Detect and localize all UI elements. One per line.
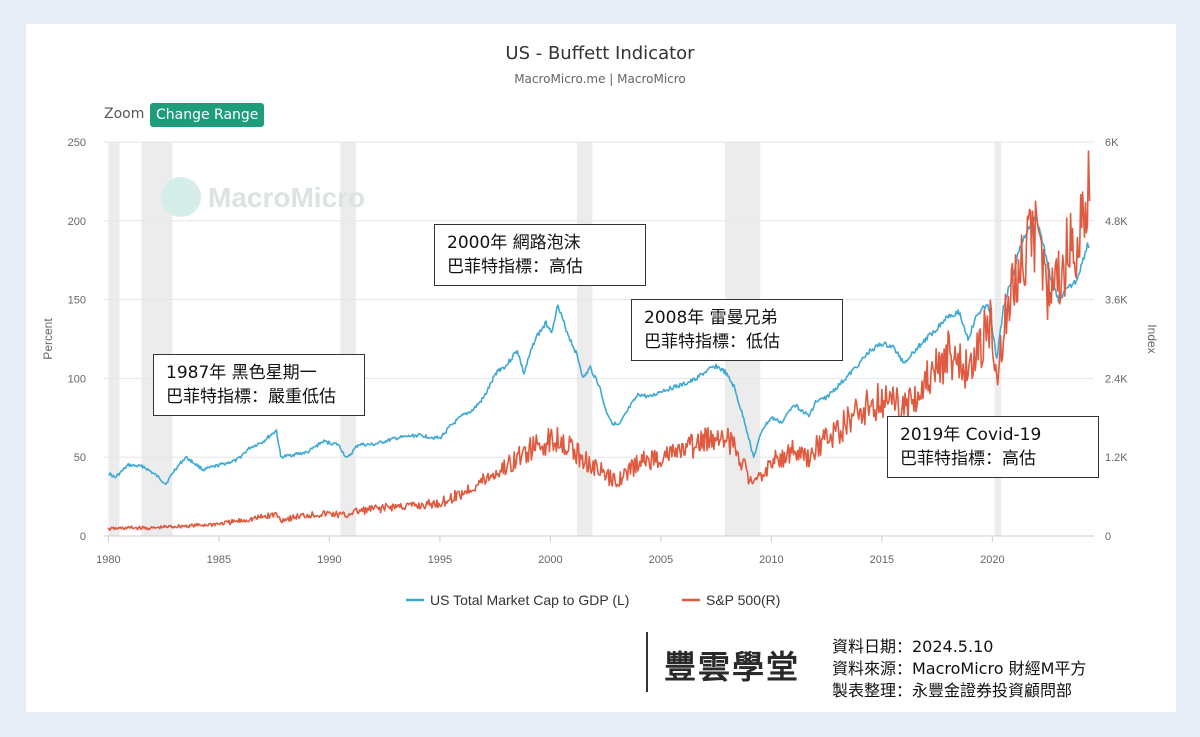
x-tick-label: 1985 xyxy=(207,554,231,566)
chart-subtitle: MacroMicro.me | MacroMicro xyxy=(514,72,686,86)
watermark-logo-icon xyxy=(161,177,201,217)
y-left-tick-label: 50 xyxy=(74,452,86,464)
annotation-1987: 1987年 黑色星期一 巴菲特指標：嚴重低估 xyxy=(153,354,365,416)
recession-band xyxy=(340,142,356,536)
annotation-2000-title: 2000年 網路泡沫 xyxy=(447,233,581,253)
legend-item: US Total Market Cap to GDP (L) xyxy=(430,592,629,608)
y-right-tick-label: 1.2K xyxy=(1105,452,1128,464)
annotation-2019-title: 2019年 Covid-19 xyxy=(900,425,1042,445)
annotation-2008-title: 2008年 雷曼兄弟 xyxy=(644,308,778,328)
data-author: 製表整理：永豐金證券投資顧問部 xyxy=(832,681,1073,700)
x-tick-label: 2000 xyxy=(538,554,562,566)
data-date: 資料日期：2024.5.10 xyxy=(832,637,994,656)
x-tick-label: 1995 xyxy=(428,554,452,566)
annotation-2008-text: 巴菲特指標：低估 xyxy=(644,332,780,352)
data-source: 資料來源：MacroMicro 財經M平方 xyxy=(832,659,1087,678)
series-line-sp500 xyxy=(107,150,1091,531)
y-left-tick-label: 150 xyxy=(68,295,86,307)
change-range-button[interactable]: Change Range xyxy=(150,103,265,127)
annotation-1987-title: 1987年 黑色星期一 xyxy=(166,363,317,383)
y-left-tick-label: 200 xyxy=(68,216,86,228)
x-tick-label: 2005 xyxy=(649,554,673,566)
brand-logo: 豐雲學堂 xyxy=(664,648,801,686)
footer-meta: 資料日期：2024.5.10 資料來源：MacroMicro 財經M平方 製表整… xyxy=(832,636,1086,702)
x-tick-label: 2020 xyxy=(980,554,1004,566)
y-left-tick-label: 0 xyxy=(80,531,86,543)
y-right-tick-label: 2.4K xyxy=(1105,373,1128,385)
annotation-2000-text: 巴菲特指標：高估 xyxy=(447,257,583,277)
recession-band xyxy=(108,142,120,536)
chart-title: US - Buffett Indicator xyxy=(505,43,695,64)
y-right-tick-label: 0 xyxy=(1105,531,1111,543)
y-left-tick-label: 250 xyxy=(68,137,86,149)
y-right-tick-label: 3.6K xyxy=(1105,295,1128,307)
annotation-2019: 2019年 Covid-19 巴菲特指標：高估 xyxy=(887,416,1099,478)
x-tick-label: 1980 xyxy=(96,554,120,566)
annotation-2008: 2008年 雷曼兄弟 巴菲特指標：低估 xyxy=(631,299,843,361)
annotation-1987-text: 巴菲特指標：嚴重低估 xyxy=(166,387,336,407)
footer-divider xyxy=(646,632,648,692)
y-left-axis-title: Percent xyxy=(41,318,55,360)
y-right-tick-label: 4.8K xyxy=(1105,216,1128,228)
series-line-market-cap-gdp xyxy=(107,214,1090,485)
y-left-tick-label: 100 xyxy=(68,373,86,385)
legend-item: S&P 500(R) xyxy=(706,592,780,608)
x-tick-label: 2015 xyxy=(870,554,894,566)
annotation-2000: 2000年 網路泡沫 巴菲特指標：高估 xyxy=(434,224,646,286)
x-tick-label: 2010 xyxy=(759,554,783,566)
annotation-2019-text: 巴菲特指標：高估 xyxy=(900,449,1036,469)
zoom-label: Zoom xyxy=(104,106,145,122)
watermark-text: MacroMicro xyxy=(208,182,365,213)
y-right-tick-label: 6K xyxy=(1105,137,1119,149)
x-tick-label: 1990 xyxy=(317,554,341,566)
recession-band xyxy=(576,142,593,536)
y-right-axis-title: Index xyxy=(1145,324,1159,353)
recession-band xyxy=(994,142,1002,536)
